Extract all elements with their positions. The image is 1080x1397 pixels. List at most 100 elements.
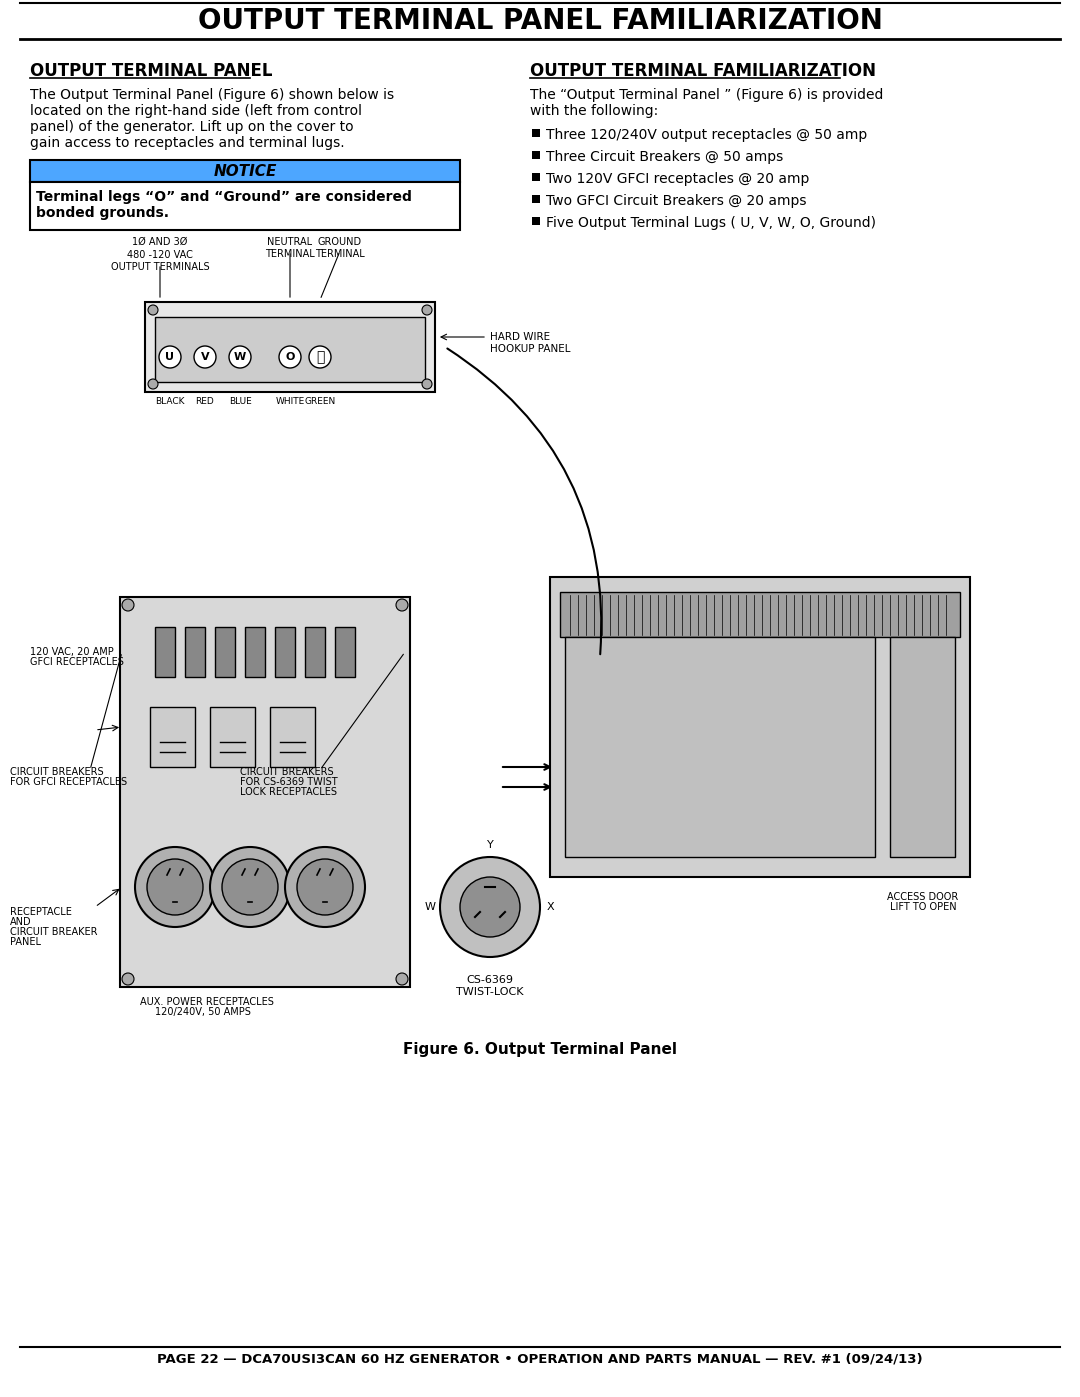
FancyBboxPatch shape bbox=[245, 627, 265, 678]
Text: CS-6369: CS-6369 bbox=[467, 975, 513, 985]
Text: RECEPTACLE: RECEPTACLE bbox=[10, 907, 72, 916]
Text: bonded grounds.: bonded grounds. bbox=[36, 205, 168, 219]
FancyBboxPatch shape bbox=[150, 707, 195, 767]
Text: Two GFCI Circuit Breakers @ 20 amps: Two GFCI Circuit Breakers @ 20 amps bbox=[546, 194, 807, 208]
Circle shape bbox=[148, 305, 158, 314]
Text: CIRCUIT BREAKERS: CIRCUIT BREAKERS bbox=[10, 767, 104, 777]
Text: W: W bbox=[424, 902, 435, 912]
Text: The “Output Terminal Panel ” (Figure 6) is provided: The “Output Terminal Panel ” (Figure 6) … bbox=[530, 88, 883, 102]
FancyBboxPatch shape bbox=[210, 707, 255, 767]
FancyBboxPatch shape bbox=[305, 627, 325, 678]
FancyBboxPatch shape bbox=[550, 577, 970, 877]
Circle shape bbox=[460, 877, 519, 937]
Text: NOTICE: NOTICE bbox=[214, 163, 276, 179]
Text: 1Ø AND 3Ø: 1Ø AND 3Ø bbox=[133, 237, 188, 247]
Text: HOOKUP PANEL: HOOKUP PANEL bbox=[490, 344, 570, 353]
Circle shape bbox=[210, 847, 291, 928]
Circle shape bbox=[135, 847, 215, 928]
Circle shape bbox=[422, 305, 432, 314]
Text: 120 VAC, 20 AMP: 120 VAC, 20 AMP bbox=[30, 647, 113, 657]
Text: Three 120/240V output receptacles @ 50 amp: Three 120/240V output receptacles @ 50 a… bbox=[546, 129, 867, 142]
Text: 120/240V, 50 AMPS: 120/240V, 50 AMPS bbox=[156, 1007, 251, 1017]
FancyBboxPatch shape bbox=[561, 592, 960, 637]
Circle shape bbox=[194, 346, 216, 367]
Text: with the following:: with the following: bbox=[530, 103, 658, 117]
Circle shape bbox=[159, 346, 181, 367]
Text: PAGE 22 — DCA70USI3CAN 60 HZ GENERATOR • OPERATION AND PARTS MANUAL — REV. #1 (0: PAGE 22 — DCA70USI3CAN 60 HZ GENERATOR •… bbox=[158, 1352, 922, 1365]
Text: TERMINAL: TERMINAL bbox=[265, 249, 315, 258]
Text: TERMINAL: TERMINAL bbox=[315, 249, 365, 258]
Text: HARD WIRE: HARD WIRE bbox=[490, 332, 550, 342]
Text: WHITE: WHITE bbox=[275, 397, 305, 407]
Circle shape bbox=[396, 972, 408, 985]
Text: FOR CS-6369 TWIST: FOR CS-6369 TWIST bbox=[240, 777, 338, 787]
FancyBboxPatch shape bbox=[30, 161, 460, 182]
FancyBboxPatch shape bbox=[156, 627, 175, 678]
Text: X: X bbox=[546, 902, 554, 912]
Text: OUTPUT TERMINAL PANEL: OUTPUT TERMINAL PANEL bbox=[30, 61, 272, 80]
FancyBboxPatch shape bbox=[565, 637, 875, 856]
FancyBboxPatch shape bbox=[275, 627, 295, 678]
Bar bbox=[532, 196, 540, 203]
Circle shape bbox=[229, 346, 251, 367]
Text: GFCI RECEPTACLES: GFCI RECEPTACLES bbox=[30, 657, 124, 666]
Circle shape bbox=[297, 859, 353, 915]
Text: TWIST-LOCK: TWIST-LOCK bbox=[456, 988, 524, 997]
Circle shape bbox=[122, 972, 134, 985]
Text: OUTPUT TERMINALS: OUTPUT TERMINALS bbox=[110, 263, 210, 272]
Text: LIFT TO OPEN: LIFT TO OPEN bbox=[890, 902, 956, 912]
Circle shape bbox=[422, 379, 432, 388]
Text: AUX. POWER RECEPTACLES: AUX. POWER RECEPTACLES bbox=[140, 997, 274, 1007]
Circle shape bbox=[440, 856, 540, 957]
Text: BLUE: BLUE bbox=[229, 397, 252, 407]
Text: Terminal legs “O” and “Ground” are considered: Terminal legs “O” and “Ground” are consi… bbox=[36, 190, 411, 204]
Text: Three Circuit Breakers @ 50 amps: Three Circuit Breakers @ 50 amps bbox=[546, 149, 783, 163]
FancyBboxPatch shape bbox=[335, 627, 355, 678]
Text: OUTPUT TERMINAL PANEL FAMILIARIZATION: OUTPUT TERMINAL PANEL FAMILIARIZATION bbox=[198, 7, 882, 35]
Text: CIRCUIT BREAKER: CIRCUIT BREAKER bbox=[10, 928, 97, 937]
FancyBboxPatch shape bbox=[0, 0, 1080, 42]
FancyBboxPatch shape bbox=[120, 597, 410, 988]
Text: NEUTRAL: NEUTRAL bbox=[268, 237, 312, 247]
Text: 480 -120 VAC: 480 -120 VAC bbox=[127, 250, 193, 260]
Text: PANEL: PANEL bbox=[10, 937, 41, 947]
FancyBboxPatch shape bbox=[890, 637, 955, 856]
Text: AND: AND bbox=[10, 916, 31, 928]
FancyBboxPatch shape bbox=[30, 182, 460, 231]
Circle shape bbox=[122, 599, 134, 610]
Text: FOR GFCI RECEPTACLES: FOR GFCI RECEPTACLES bbox=[10, 777, 127, 787]
Text: located on the right-hand side (left from control: located on the right-hand side (left fro… bbox=[30, 103, 362, 117]
Text: W: W bbox=[234, 352, 246, 362]
Text: V: V bbox=[201, 352, 210, 362]
Text: LOCK RECEPTACLES: LOCK RECEPTACLES bbox=[240, 787, 337, 798]
FancyBboxPatch shape bbox=[185, 627, 205, 678]
Text: Five Output Terminal Lugs ( U, V, W, O, Ground): Five Output Terminal Lugs ( U, V, W, O, … bbox=[546, 217, 876, 231]
Text: The Output Terminal Panel (Figure 6) shown below is: The Output Terminal Panel (Figure 6) sho… bbox=[30, 88, 394, 102]
Circle shape bbox=[309, 346, 330, 367]
Text: O: O bbox=[285, 352, 295, 362]
Text: ACCESS DOOR: ACCESS DOOR bbox=[888, 893, 959, 902]
Bar bbox=[532, 151, 540, 159]
Circle shape bbox=[396, 599, 408, 610]
Circle shape bbox=[147, 859, 203, 915]
Text: GROUND: GROUND bbox=[318, 237, 362, 247]
Text: CIRCUIT BREAKERS: CIRCUIT BREAKERS bbox=[240, 767, 334, 777]
Circle shape bbox=[279, 346, 301, 367]
Text: ⏚: ⏚ bbox=[315, 351, 324, 365]
Circle shape bbox=[222, 859, 278, 915]
Circle shape bbox=[148, 379, 158, 388]
Circle shape bbox=[285, 847, 365, 928]
Bar bbox=[532, 217, 540, 225]
Text: Two 120V GFCI receptacles @ 20 amp: Two 120V GFCI receptacles @ 20 amp bbox=[546, 172, 809, 186]
Bar bbox=[532, 129, 540, 137]
Text: BLACK: BLACK bbox=[156, 397, 185, 407]
Text: panel) of the generator. Lift up on the cover to: panel) of the generator. Lift up on the … bbox=[30, 120, 353, 134]
Bar bbox=[532, 173, 540, 182]
Text: gain access to receptacles and terminal lugs.: gain access to receptacles and terminal … bbox=[30, 136, 345, 149]
FancyBboxPatch shape bbox=[215, 627, 235, 678]
Text: RED: RED bbox=[195, 397, 214, 407]
Text: OUTPUT TERMINAL FAMILIARIZATION: OUTPUT TERMINAL FAMILIARIZATION bbox=[530, 61, 876, 80]
FancyBboxPatch shape bbox=[156, 317, 426, 381]
Text: U: U bbox=[165, 352, 175, 362]
FancyBboxPatch shape bbox=[270, 707, 315, 767]
